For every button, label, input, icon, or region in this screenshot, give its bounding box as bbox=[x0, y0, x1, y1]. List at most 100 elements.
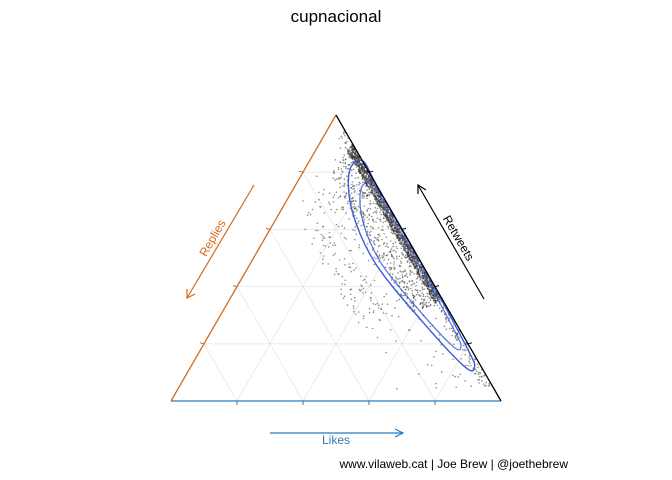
data-point bbox=[352, 206, 354, 208]
data-point bbox=[389, 329, 392, 331]
data-point bbox=[358, 220, 360, 222]
data-point bbox=[387, 225, 389, 228]
data-point bbox=[416, 289, 418, 292]
data-point bbox=[377, 239, 380, 242]
data-point bbox=[371, 189, 374, 191]
data-point bbox=[478, 376, 481, 378]
data-point bbox=[332, 254, 335, 256]
data-point bbox=[400, 257, 403, 260]
data-point bbox=[422, 293, 425, 296]
data-point bbox=[396, 257, 398, 260]
data-point bbox=[407, 287, 410, 289]
data-point bbox=[352, 168, 355, 171]
data-point bbox=[477, 373, 480, 376]
data-point bbox=[385, 254, 388, 257]
data-point bbox=[389, 224, 392, 227]
data-point bbox=[346, 141, 348, 143]
data-point bbox=[358, 170, 361, 172]
data-point bbox=[357, 176, 360, 179]
data-point bbox=[459, 373, 462, 376]
data-point bbox=[322, 235, 324, 238]
data-point bbox=[393, 224, 396, 227]
data-point bbox=[422, 276, 425, 279]
data-point bbox=[470, 385, 473, 387]
data-point bbox=[344, 134, 346, 137]
data-point bbox=[354, 300, 356, 302]
data-point bbox=[428, 297, 431, 299]
data-point bbox=[350, 298, 353, 301]
data-point bbox=[392, 256, 394, 259]
data-point bbox=[335, 191, 338, 193]
data-point bbox=[386, 303, 389, 306]
data-point bbox=[385, 236, 388, 238]
data-point bbox=[374, 195, 376, 198]
data-point bbox=[341, 275, 344, 278]
data-point bbox=[394, 279, 397, 282]
data-point bbox=[340, 173, 342, 176]
likes-axis-label: Likes bbox=[322, 433, 350, 447]
data-point bbox=[334, 244, 337, 247]
data-point bbox=[354, 238, 356, 241]
data-point bbox=[364, 278, 366, 281]
data-point bbox=[322, 237, 325, 239]
data-point bbox=[355, 210, 358, 212]
data-point bbox=[380, 203, 382, 205]
data-point bbox=[429, 286, 431, 289]
data-point bbox=[389, 262, 392, 264]
data-point bbox=[375, 192, 378, 194]
data-point bbox=[341, 170, 344, 172]
data-point bbox=[350, 192, 353, 194]
data-point bbox=[366, 210, 369, 212]
data-point bbox=[387, 227, 390, 229]
data-point bbox=[381, 225, 384, 228]
data-point bbox=[371, 184, 374, 187]
data-point bbox=[432, 294, 435, 297]
data-point bbox=[413, 259, 416, 262]
data-point bbox=[339, 182, 341, 185]
data-point bbox=[421, 279, 423, 282]
data-point bbox=[361, 171, 363, 174]
data-point bbox=[366, 216, 368, 219]
data-point bbox=[420, 278, 422, 280]
data-point bbox=[384, 266, 387, 269]
data-point bbox=[366, 189, 369, 191]
data-point bbox=[393, 268, 396, 271]
data-point bbox=[378, 218, 381, 221]
data-point bbox=[352, 200, 355, 202]
data-point bbox=[391, 255, 393, 257]
data-point bbox=[403, 242, 406, 245]
data-point bbox=[344, 295, 346, 298]
data-point bbox=[407, 251, 409, 253]
data-point bbox=[375, 257, 377, 260]
data-point bbox=[380, 213, 383, 216]
data-point bbox=[304, 228, 307, 231]
data-point bbox=[342, 156, 344, 159]
replies-axis-arrow bbox=[186, 184, 255, 299]
data-point bbox=[382, 208, 384, 210]
data-point bbox=[414, 261, 417, 263]
data-point bbox=[377, 200, 380, 203]
data-point bbox=[463, 349, 466, 351]
data-point bbox=[485, 381, 487, 384]
data-point bbox=[320, 233, 323, 236]
data-point bbox=[363, 167, 365, 169]
data-point bbox=[425, 305, 428, 307]
data-point bbox=[474, 368, 477, 371]
data-point bbox=[339, 177, 341, 179]
data-point bbox=[433, 356, 435, 358]
data-point bbox=[340, 288, 342, 291]
data-point bbox=[416, 268, 418, 271]
data-point bbox=[346, 202, 349, 205]
data-point bbox=[350, 187, 353, 189]
data-point bbox=[359, 163, 362, 166]
data-point bbox=[366, 193, 369, 196]
data-point bbox=[337, 166, 340, 169]
data-point bbox=[431, 297, 434, 300]
data-point bbox=[470, 365, 472, 367]
data-point bbox=[375, 221, 377, 223]
data-point bbox=[394, 307, 396, 309]
data-point bbox=[360, 168, 363, 171]
data-point bbox=[350, 249, 352, 252]
data-point bbox=[488, 385, 490, 387]
data-point bbox=[379, 319, 381, 322]
